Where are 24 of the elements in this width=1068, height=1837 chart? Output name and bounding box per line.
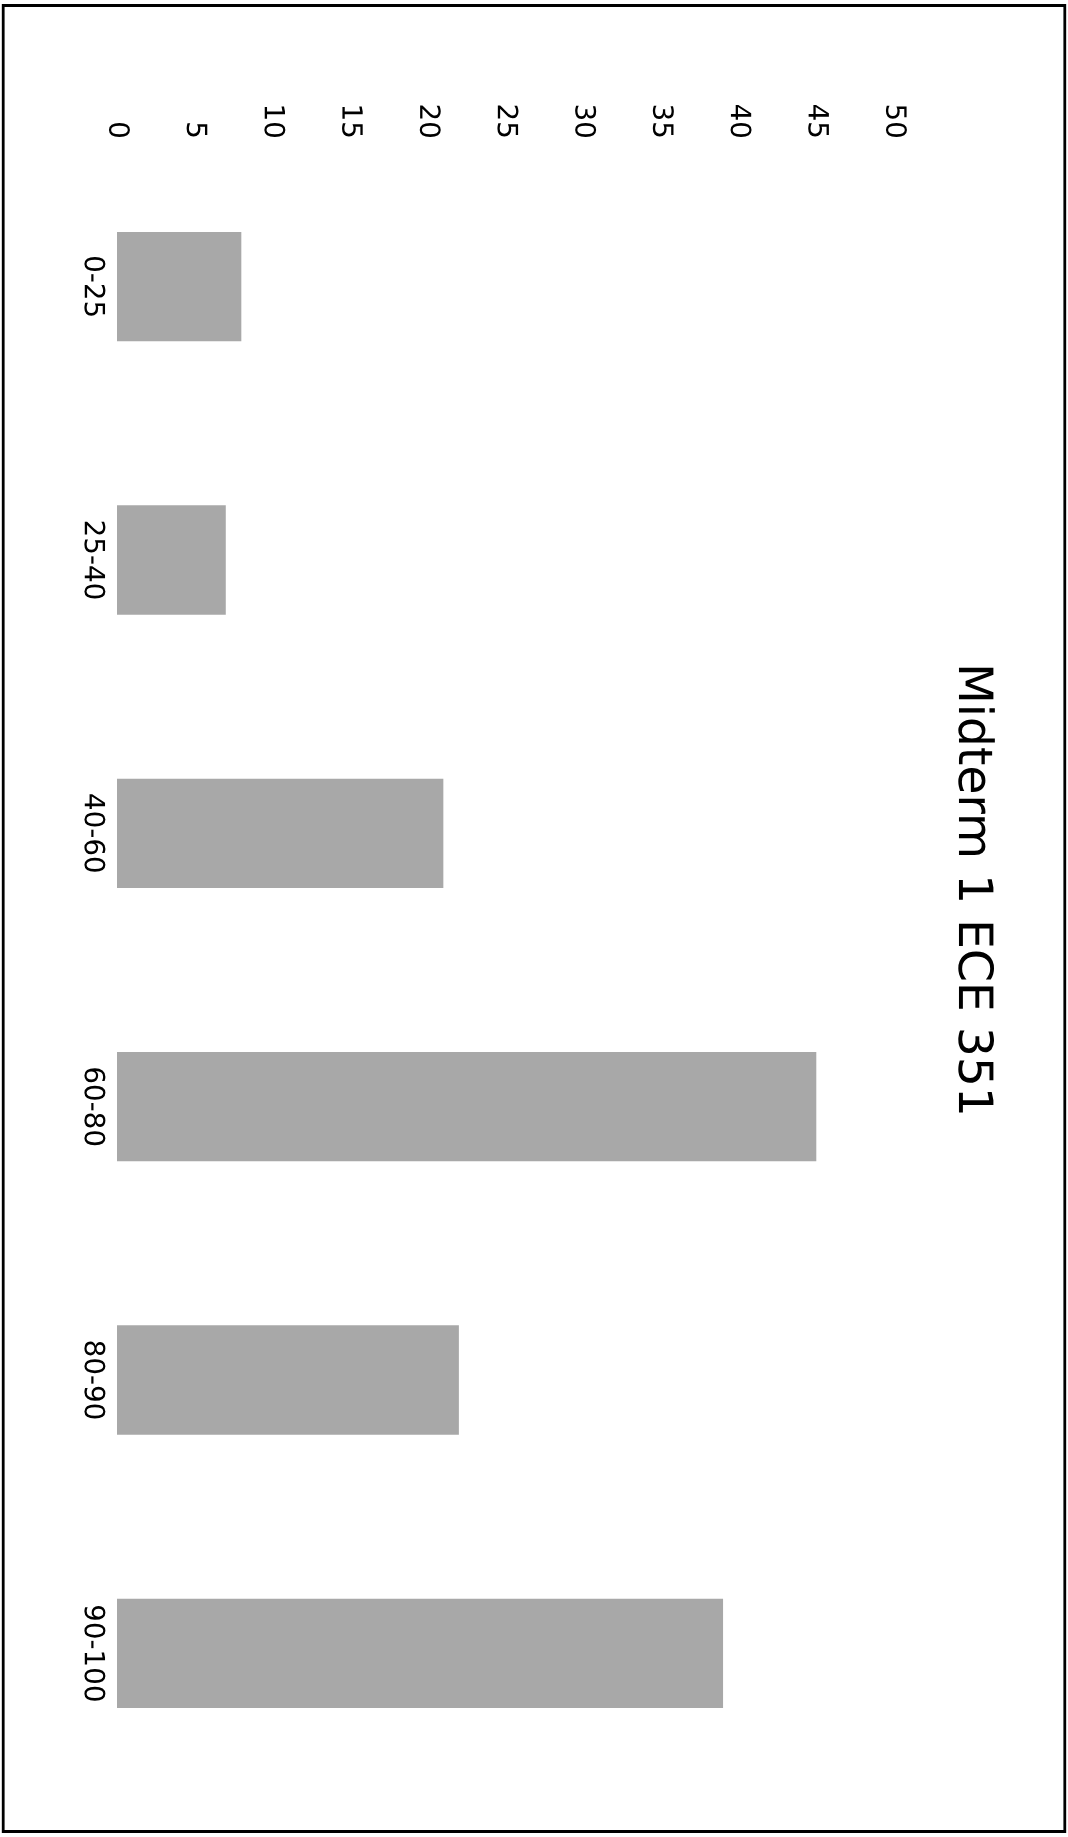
x-tick-label: 5 [186,123,208,137]
x-tick-label: 50 [885,105,907,138]
x-tick-label: 25 [497,105,519,137]
y-tick-label: 90-100 [84,1605,106,1701]
x-tick-label: 15 [342,106,363,137]
x-tick-label: 30 [575,105,597,138]
x-tick-label: 0 [108,123,130,138]
x-tick-label: 45 [808,104,829,137]
bar [117,1325,459,1435]
x-tick-label: 20 [419,105,441,138]
bar [117,505,226,615]
y-tick-label: 25-40 [84,521,106,599]
bar [117,232,242,342]
x-tick-label: 10 [264,106,286,138]
bar [117,1052,817,1162]
y-tick-label: 60-80 [84,1068,106,1146]
x-tick-label: 40 [730,104,752,138]
text: Midterm 1 ECE 351 [958,667,995,1113]
bar [117,1598,724,1708]
bar [117,778,444,888]
y-tick-label: 40-60 [84,794,106,872]
y-tick-label: 80-90 [84,1341,106,1419]
y-tick-label: 0-25 [84,256,106,316]
x-tick-label: 35 [652,105,674,137]
